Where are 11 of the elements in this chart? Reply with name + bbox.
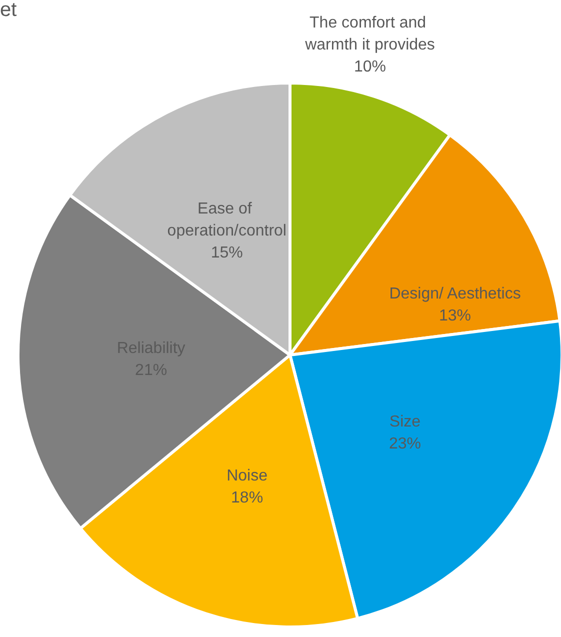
slice-label: Size <box>389 414 421 431</box>
data-label: 13% <box>438 308 472 324</box>
text: et <box>0 0 18 21</box>
data-label: 15% <box>210 244 243 262</box>
slice-label: Ease of operation/control <box>167 200 286 240</box>
data-label: 18% <box>231 490 264 507</box>
data-label: 23% <box>388 436 421 453</box>
slice-label: Design/ Aesthetics <box>389 286 521 302</box>
data-label: 10% <box>354 58 386 76</box>
slice-label: The comfort and warmth it provides <box>304 14 435 54</box>
slice-label: Noise <box>226 468 268 485</box>
